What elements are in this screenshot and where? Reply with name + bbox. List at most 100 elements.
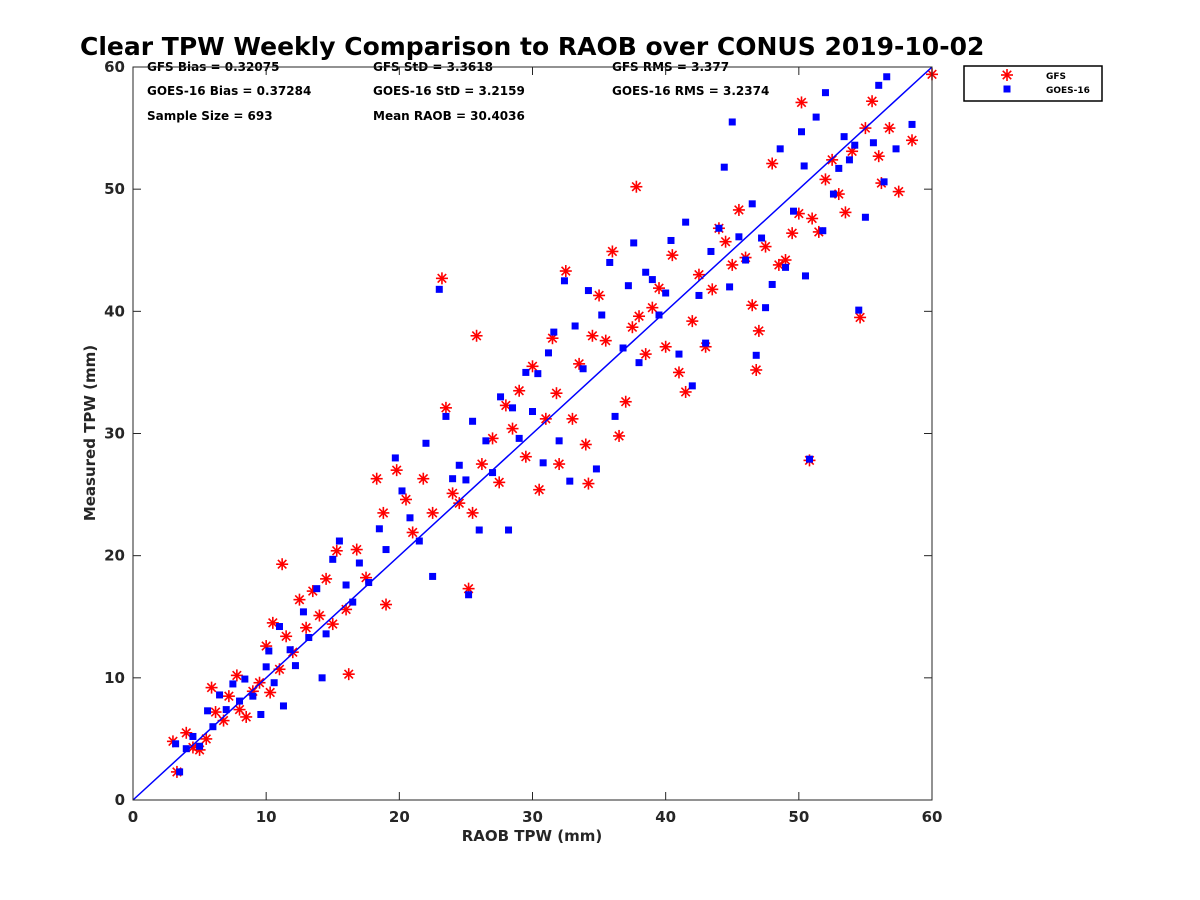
gfs-point [470,329,483,342]
goes16-point [812,113,820,121]
gfs-point [746,299,759,312]
gfs-point [417,472,430,485]
y-tick-label: 30 [104,425,125,443]
legend-label-goes16: GOES-16 [1046,86,1090,96]
goes16-point [275,623,283,631]
stat-goes-std: GOES-16 StD = 3.2159 [373,84,525,98]
gfs-point [906,134,919,147]
gfs-point [779,254,792,267]
goes16-point [241,675,249,683]
goes16-point [522,368,530,376]
goes16-point [462,476,470,484]
gfs-point [599,334,612,347]
gfs-point [466,506,479,519]
goes16-point [216,691,224,699]
goes16-point [758,234,766,242]
x-axis: 0 10 20 30 40 50 60 [128,67,943,826]
goes16-point [382,546,390,554]
gfs-point [180,726,193,739]
goes16-point [318,674,326,682]
gfs-point [493,476,506,489]
x-tick-label: 20 [389,808,410,826]
goes16-point [497,393,505,401]
goes16-point [544,349,552,357]
gfs-point [293,593,306,606]
goes16-point [442,412,450,420]
y-tick-label: 20 [104,547,125,565]
goes16-point [435,285,443,293]
goes16-point [875,81,883,89]
gfs-point [475,458,488,471]
goes16-point [571,322,579,330]
gfs-point [330,544,343,557]
goes16-point [619,344,627,352]
goes16-point [851,141,859,149]
legend-gfs-asterisk [1001,69,1013,81]
gfs-point [519,450,532,463]
gfs-point [586,329,599,342]
legend-goes16-square [1003,85,1011,93]
y-tick-label: 40 [104,302,125,320]
goes16-point [515,434,523,442]
x-tick-label: 0 [128,808,138,826]
goes16-point [688,382,696,390]
goes16-point [270,679,278,687]
x-tick-label: 30 [522,808,543,826]
gfs-point [766,157,779,170]
goes16-point [682,218,690,226]
gfs-point [350,543,363,556]
gfs-point [439,401,452,414]
gfs-point [613,429,626,442]
gfs-point [639,348,652,361]
legend-box [963,65,1103,102]
gfs-point [759,240,772,253]
stat-sample-size: Sample Size = 693 [147,109,273,123]
goes16-point [279,702,287,710]
goes16-point [391,454,399,462]
goes16-point [748,200,756,208]
gfs-point [752,324,765,337]
y-axis: 0 10 20 30 40 50 60 [104,58,932,809]
legend-marker-goes16 [1003,85,1011,93]
goes16-point [579,365,587,373]
goes16-point [798,128,805,136]
x-tick-label: 60 [922,808,943,826]
goes16-point [489,469,497,477]
goes16-point [329,555,337,563]
gfs-point [370,472,383,485]
legend-marker-gfs [1001,69,1013,81]
y-tick-label: 60 [104,58,125,76]
goes16-point [648,276,656,284]
gfs-point [240,710,253,723]
gfs-point [659,340,672,353]
goes16-point [819,227,827,235]
goes16-point [222,706,230,714]
gfs-point [222,690,235,703]
goes16-point [606,258,614,266]
goes16-point [720,163,728,171]
goes16-point [204,707,212,715]
goes16-point [821,89,829,97]
gfs-point [750,363,763,376]
gfs-point [706,283,719,296]
gfs-point [539,412,552,425]
goes16-point [176,768,184,776]
gfs-point [300,621,313,634]
gfs-point [326,618,339,631]
stat-mean-raob: Mean RAOB = 30.4036 [373,109,525,123]
gfs-point [839,206,852,219]
gfs-point [559,265,572,278]
goes16-point [702,339,710,347]
gfs-point [786,227,799,240]
gfs-point [377,506,390,519]
goes16-point [908,120,916,128]
y-tick-label: 50 [104,180,125,198]
gfs-point [606,245,619,258]
gfs-point [230,669,243,682]
gfs-point [446,487,459,500]
goes16-point [707,247,715,255]
goes16-point [752,351,760,359]
goes16-point [869,139,877,147]
gfs-point [280,630,293,643]
gfs-point [666,249,679,262]
